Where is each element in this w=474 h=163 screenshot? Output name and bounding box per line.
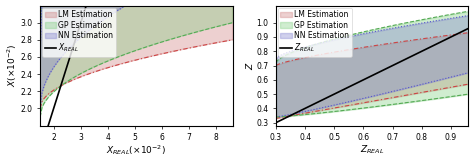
$Z_{REAL}$ <box>388 66 393 67</box>
$Z_{REAL}$ <box>372 73 378 75</box>
X-axis label: $Z_{REAL}$: $Z_{REAL}$ <box>360 144 384 156</box>
Line: $X_{REAL}$: $X_{REAL}$ <box>40 0 233 151</box>
X-axis label: $X_{REAL}(\times10^{-2})$: $X_{REAL}(\times10^{-2})$ <box>107 144 166 157</box>
$Z_{REAL}$ <box>450 35 456 37</box>
Legend: LM Estimation, GP Estimation, NN Estimation, $X_{REAL}$: LM Estimation, GP Estimation, NN Estimat… <box>42 8 116 57</box>
$X_{REAL}$ <box>37 150 43 152</box>
Y-axis label: $Z$: $Z$ <box>244 61 255 70</box>
$Z_{REAL}$ <box>465 27 471 29</box>
Line: $Z_{REAL}$: $Z_{REAL}$ <box>276 28 468 123</box>
Legend: LM Estimation, GP Estimation, NN Estimation, $Z_{REAL}$: LM Estimation, GP Estimation, NN Estimat… <box>278 8 352 57</box>
$Z_{REAL}$ <box>273 122 279 124</box>
$Z_{REAL}$ <box>310 104 316 106</box>
Y-axis label: $X(\times10^{-2})$: $X(\times10^{-2})$ <box>6 44 19 87</box>
$X_{REAL}$ <box>82 9 88 11</box>
$X_{REAL}$ <box>74 33 80 35</box>
$Z_{REAL}$ <box>456 32 462 34</box>
$Z_{REAL}$ <box>318 100 323 102</box>
